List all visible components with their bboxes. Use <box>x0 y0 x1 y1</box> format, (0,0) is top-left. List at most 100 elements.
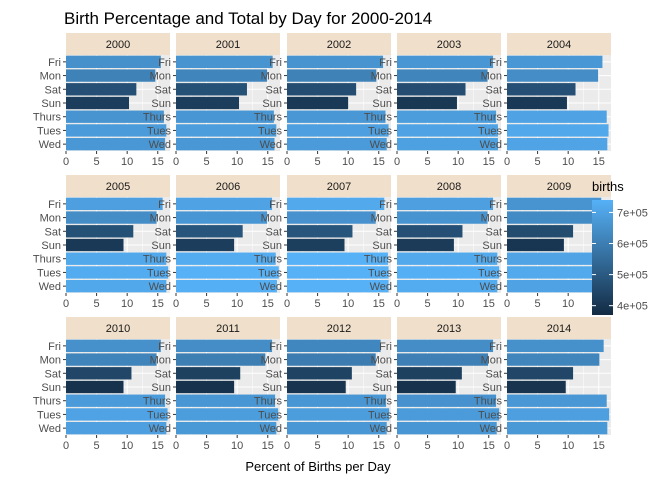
x-tick-label: 10 <box>121 440 133 452</box>
facet-strip <box>66 175 170 197</box>
y-tick-label: Wed <box>260 139 282 151</box>
bar-2010-sun <box>66 380 124 394</box>
x-tick-label: 15 <box>152 440 164 452</box>
x-tick-label: 15 <box>373 298 385 310</box>
x-tick-label: 15 <box>262 156 274 168</box>
y-tick-label: Tues <box>258 409 283 421</box>
bar-2009-fri <box>507 197 602 211</box>
x-tick-label: 0 <box>284 298 290 310</box>
legend-tick-label: 5e+05 <box>617 270 648 282</box>
y-tick-label: Mon <box>481 213 502 225</box>
x-tick-label: 0 <box>394 440 400 452</box>
y-tick-label: Sun <box>482 98 502 110</box>
y-tick-label: Thurs <box>364 254 393 266</box>
x-tick-label: 5 <box>535 298 541 310</box>
bar-2002-sat <box>287 83 357 96</box>
facet-strip-label: 2001 <box>216 39 240 51</box>
bar-2007-sun <box>287 238 345 252</box>
y-tick-label: Sat <box>375 226 392 238</box>
y-tick-label: Mon <box>261 71 282 83</box>
bar-2007-thurs <box>287 252 388 265</box>
y-tick-label: Tues <box>368 125 393 137</box>
bar-2008-fri <box>397 197 494 211</box>
bar-2013-sat <box>397 367 462 380</box>
y-tick-label: Thurs <box>364 396 393 408</box>
bar-2003-thurs <box>397 110 497 123</box>
bar-2010-sat <box>66 367 132 380</box>
x-tick-label: 0 <box>504 440 510 452</box>
bar-2001-tues <box>176 124 277 137</box>
y-tick-label: Tues <box>37 125 62 137</box>
bar-2008-sat <box>397 225 463 238</box>
y-tick-label: Sat <box>485 84 502 96</box>
x-tick-label: 10 <box>452 156 464 168</box>
y-tick-label: Tues <box>478 125 503 137</box>
bar-2001-mon <box>176 69 268 82</box>
x-tick-label: 10 <box>562 440 574 452</box>
bar-2006-tues <box>176 266 279 279</box>
facet-strip <box>397 33 501 55</box>
bar-2001-fri <box>176 55 273 69</box>
bar-2004-thurs <box>507 110 607 123</box>
y-tick-label: Thurs <box>33 254 62 266</box>
y-tick-label: Sun <box>262 240 282 252</box>
bar-2013-mon <box>397 353 489 366</box>
x-tick-label: 10 <box>452 298 464 310</box>
x-tick-label: 15 <box>593 440 605 452</box>
bar-2011-fri <box>176 339 273 353</box>
bar-2011-mon <box>176 353 266 366</box>
bar-2001-thurs <box>176 110 274 123</box>
bar-2014-tues <box>507 408 610 421</box>
bar-2003-tues <box>397 124 498 137</box>
bar-2005-tues <box>66 266 169 279</box>
y-tick-label: Fri <box>158 199 171 211</box>
y-tick-label: Mon <box>261 355 282 367</box>
y-tick-label: Mon <box>371 213 392 225</box>
x-tick-label: 0 <box>173 156 179 168</box>
x-tick-label: 10 <box>452 440 464 452</box>
bar-2000-tues <box>66 124 167 137</box>
facet-strip <box>66 317 170 339</box>
y-tick-label: Fri <box>489 57 502 69</box>
y-tick-label: Tues <box>147 125 172 137</box>
y-tick-label: Thurs <box>33 396 62 408</box>
y-tick-label: Mon <box>150 355 171 367</box>
y-tick-label: Wed <box>370 139 392 151</box>
bar-2002-mon <box>287 69 377 82</box>
x-tick-label: 10 <box>342 440 354 452</box>
y-tick-label: Thurs <box>254 396 283 408</box>
bar-2008-mon <box>397 211 488 224</box>
legend-tick-label: 6e+05 <box>617 239 648 251</box>
y-tick-label: Mon <box>40 213 61 225</box>
y-tick-label: Fri <box>158 341 171 353</box>
y-tick-label: Wed <box>149 139 171 151</box>
y-tick-label: Sun <box>262 382 282 394</box>
facet-strip-label: 2014 <box>547 323 571 335</box>
y-tick-label: Sun <box>151 98 171 110</box>
legend-title: births <box>592 179 624 194</box>
y-tick-label: Mon <box>481 355 502 367</box>
y-tick-label: Tues <box>368 409 393 421</box>
y-tick-label: Thurs <box>254 254 283 266</box>
x-tick-label: 10 <box>562 298 574 310</box>
bar-2014-mon <box>507 353 600 366</box>
bar-2005-sat <box>66 225 134 238</box>
x-tick-label: 15 <box>373 156 385 168</box>
x-tick-label: 0 <box>504 298 510 310</box>
x-tick-label: 5 <box>535 156 541 168</box>
y-tick-label: Mon <box>150 71 171 83</box>
y-tick-label: Fri <box>489 199 502 211</box>
y-tick-label: Wed <box>260 281 282 293</box>
bar-2009-sun <box>507 238 564 252</box>
y-tick-label: Sun <box>482 382 502 394</box>
y-tick-label: Fri <box>269 199 282 211</box>
bar-2006-thurs <box>176 252 276 265</box>
bar-2013-sun <box>397 380 456 394</box>
facet-strip <box>507 317 611 339</box>
y-tick-label: Tues <box>368 267 393 279</box>
y-tick-label: Wed <box>370 423 392 435</box>
bar-2009-tues <box>507 266 611 279</box>
